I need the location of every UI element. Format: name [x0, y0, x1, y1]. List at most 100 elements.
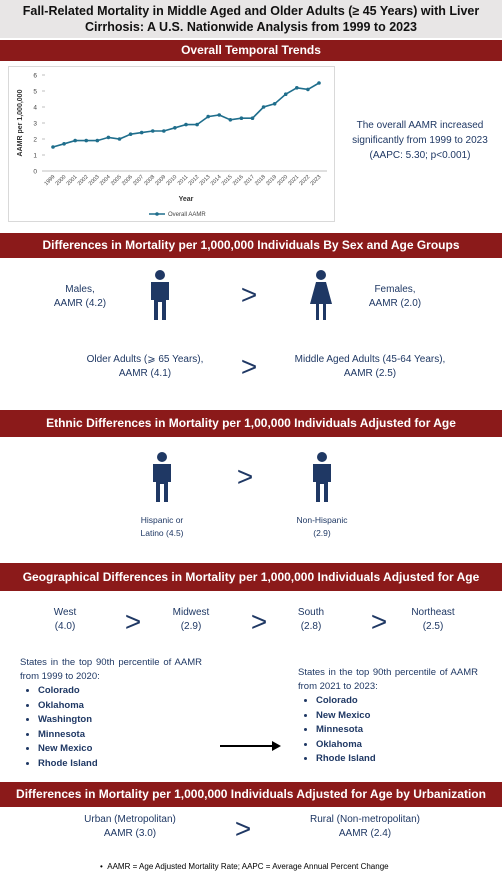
x-tick-label: 2014: [210, 174, 223, 187]
text: Males,: [65, 284, 95, 295]
state: Rhode Island: [316, 752, 478, 767]
section-header: Ethnic Differences in Mortality per 1,00…: [0, 410, 502, 437]
x-tick-label: 2019: [265, 174, 278, 187]
chart-frame: 0 1 2 3 4 5 6 AAMR per 1,000,000 1999 2000 2001 200…: [8, 66, 335, 222]
y-tick-label: 4: [33, 105, 37, 112]
data-point: [84, 138, 89, 143]
state: New Mexico: [316, 709, 478, 724]
text: Older Adults (⩾ 65 Years),: [86, 354, 204, 365]
greater-symbol: >: [236, 461, 254, 492]
y-axis-label: AAMR per 1,000,000: [17, 89, 24, 156]
list-head: States in the top 90th percentile of AAM…: [20, 657, 202, 682]
title: Fall-Related Mortality in Middle Aged an…: [0, 0, 502, 38]
males-label: Males, AAMR (4.2): [30, 283, 130, 311]
state: Colorado: [316, 694, 478, 709]
x-tick-label: 2013: [199, 174, 212, 187]
series-line: [52, 82, 320, 148]
greater-symbol: >: [250, 606, 268, 637]
region-label: Northeast (2.5): [390, 606, 476, 634]
x-tick-label: 2018: [254, 174, 267, 187]
data-point: [217, 113, 222, 117]
x-tick-label: 2011: [177, 174, 190, 187]
list-2: States in the top 90th percentile of AAM…: [298, 666, 478, 767]
list-head: States in the top 90th percentile of AAM…: [298, 667, 478, 692]
data-point: [283, 92, 288, 96]
text: Middle Aged Adults (45-64 Years),: [294, 354, 446, 365]
legend-swatch-dot: [155, 212, 159, 216]
data-point: [139, 130, 144, 135]
region-label: Midwest (2.9): [148, 606, 234, 634]
legend-label: Overall AAMR: [168, 212, 206, 218]
text: Females,: [374, 284, 416, 295]
text: Northeast: [411, 607, 455, 618]
text: Midwest: [172, 607, 210, 618]
data-point: [317, 81, 321, 85]
data-point: [173, 126, 177, 130]
section-header: Overall Temporal Trends: [0, 40, 502, 61]
text: (2.9): [313, 528, 331, 538]
state: New Mexico: [38, 742, 202, 757]
text: AAMR (2.0): [368, 298, 422, 309]
state: Rhode Island: [38, 757, 202, 772]
x-tick-label: 2015: [221, 174, 234, 187]
hispanic-label: Hispanic or Latino (4.5): [112, 514, 212, 540]
section-header: Geographical Differences in Mortality pe…: [0, 563, 502, 591]
x-tick-label: 2007: [132, 174, 145, 187]
state: Oklahoma: [316, 738, 478, 753]
state-list: ColoradoOklahomaWashingtonMinnesotaNew M…: [20, 684, 202, 771]
x-tick-label: 2004: [99, 174, 112, 187]
older-label: Older Adults (⩾ 65 Years), AAMR (4.1): [60, 353, 230, 381]
x-tick-label: 2020: [276, 174, 289, 187]
state: Colorado: [38, 684, 202, 699]
data-point: [272, 102, 277, 106]
middle-label: Middle Aged Adults (45-64 Years), AAMR (2…: [275, 353, 465, 381]
non-hispanic-label: Non-Hispanic (2.9): [272, 514, 372, 540]
x-tick-label: 2023: [310, 174, 323, 187]
data-point: [295, 86, 299, 90]
x-tick-label: 2022: [298, 174, 311, 187]
state: Minnesota: [38, 728, 202, 743]
text: Hispanic or: [140, 515, 184, 525]
data-point: [239, 116, 244, 120]
x-tick-label: 2002: [77, 174, 90, 187]
x-tick-label: 2016: [232, 174, 245, 187]
y-tick-label: 3: [33, 121, 37, 128]
text: AAMR (4.2): [53, 298, 107, 309]
data-point: [62, 142, 66, 146]
y-tick-label: 2: [33, 137, 37, 144]
y-tick-label: 6: [33, 73, 37, 80]
data-point: [195, 122, 199, 127]
text: Latino (4.5): [140, 528, 184, 538]
x-tick-label: 1999: [44, 174, 57, 187]
data-point: [184, 122, 188, 127]
x-tick-label: 2001: [66, 174, 79, 187]
text: (2.9): [180, 621, 202, 632]
region-label: South (2.8): [268, 606, 354, 634]
x-tick-label: 2000: [55, 174, 68, 187]
y-tick-label: 1: [33, 153, 37, 160]
data-point: [306, 87, 310, 92]
text: (2.8): [300, 621, 322, 632]
data-point: [117, 137, 122, 141]
data-point: [51, 145, 55, 149]
x-tick-label: 2005: [110, 174, 123, 187]
data-point: [162, 129, 166, 133]
text: AAMR (3.0): [103, 828, 157, 839]
data-point: [106, 135, 111, 140]
data-point: [261, 105, 266, 109]
text: AAMR (4.1): [118, 368, 172, 379]
state: Washington: [38, 713, 202, 728]
greater-symbol: >: [240, 351, 258, 382]
greater-symbol: >: [370, 606, 388, 637]
arrow: [220, 741, 281, 751]
greater-symbol: >: [240, 279, 258, 310]
y-tick-label: 0: [33, 169, 37, 176]
male-icon: [153, 452, 171, 502]
text: West: [53, 607, 77, 618]
data-point: [206, 114, 210, 119]
x-tick-label: 2009: [154, 174, 167, 187]
section-header: Differences in Mortality per 1,000,000 I…: [0, 233, 502, 258]
footnote-text: AAMR = Age Adjusted Mortality Rate; AAPC…: [107, 862, 389, 871]
y-tick-label: 5: [33, 89, 37, 96]
greater-symbol: >: [234, 813, 252, 844]
